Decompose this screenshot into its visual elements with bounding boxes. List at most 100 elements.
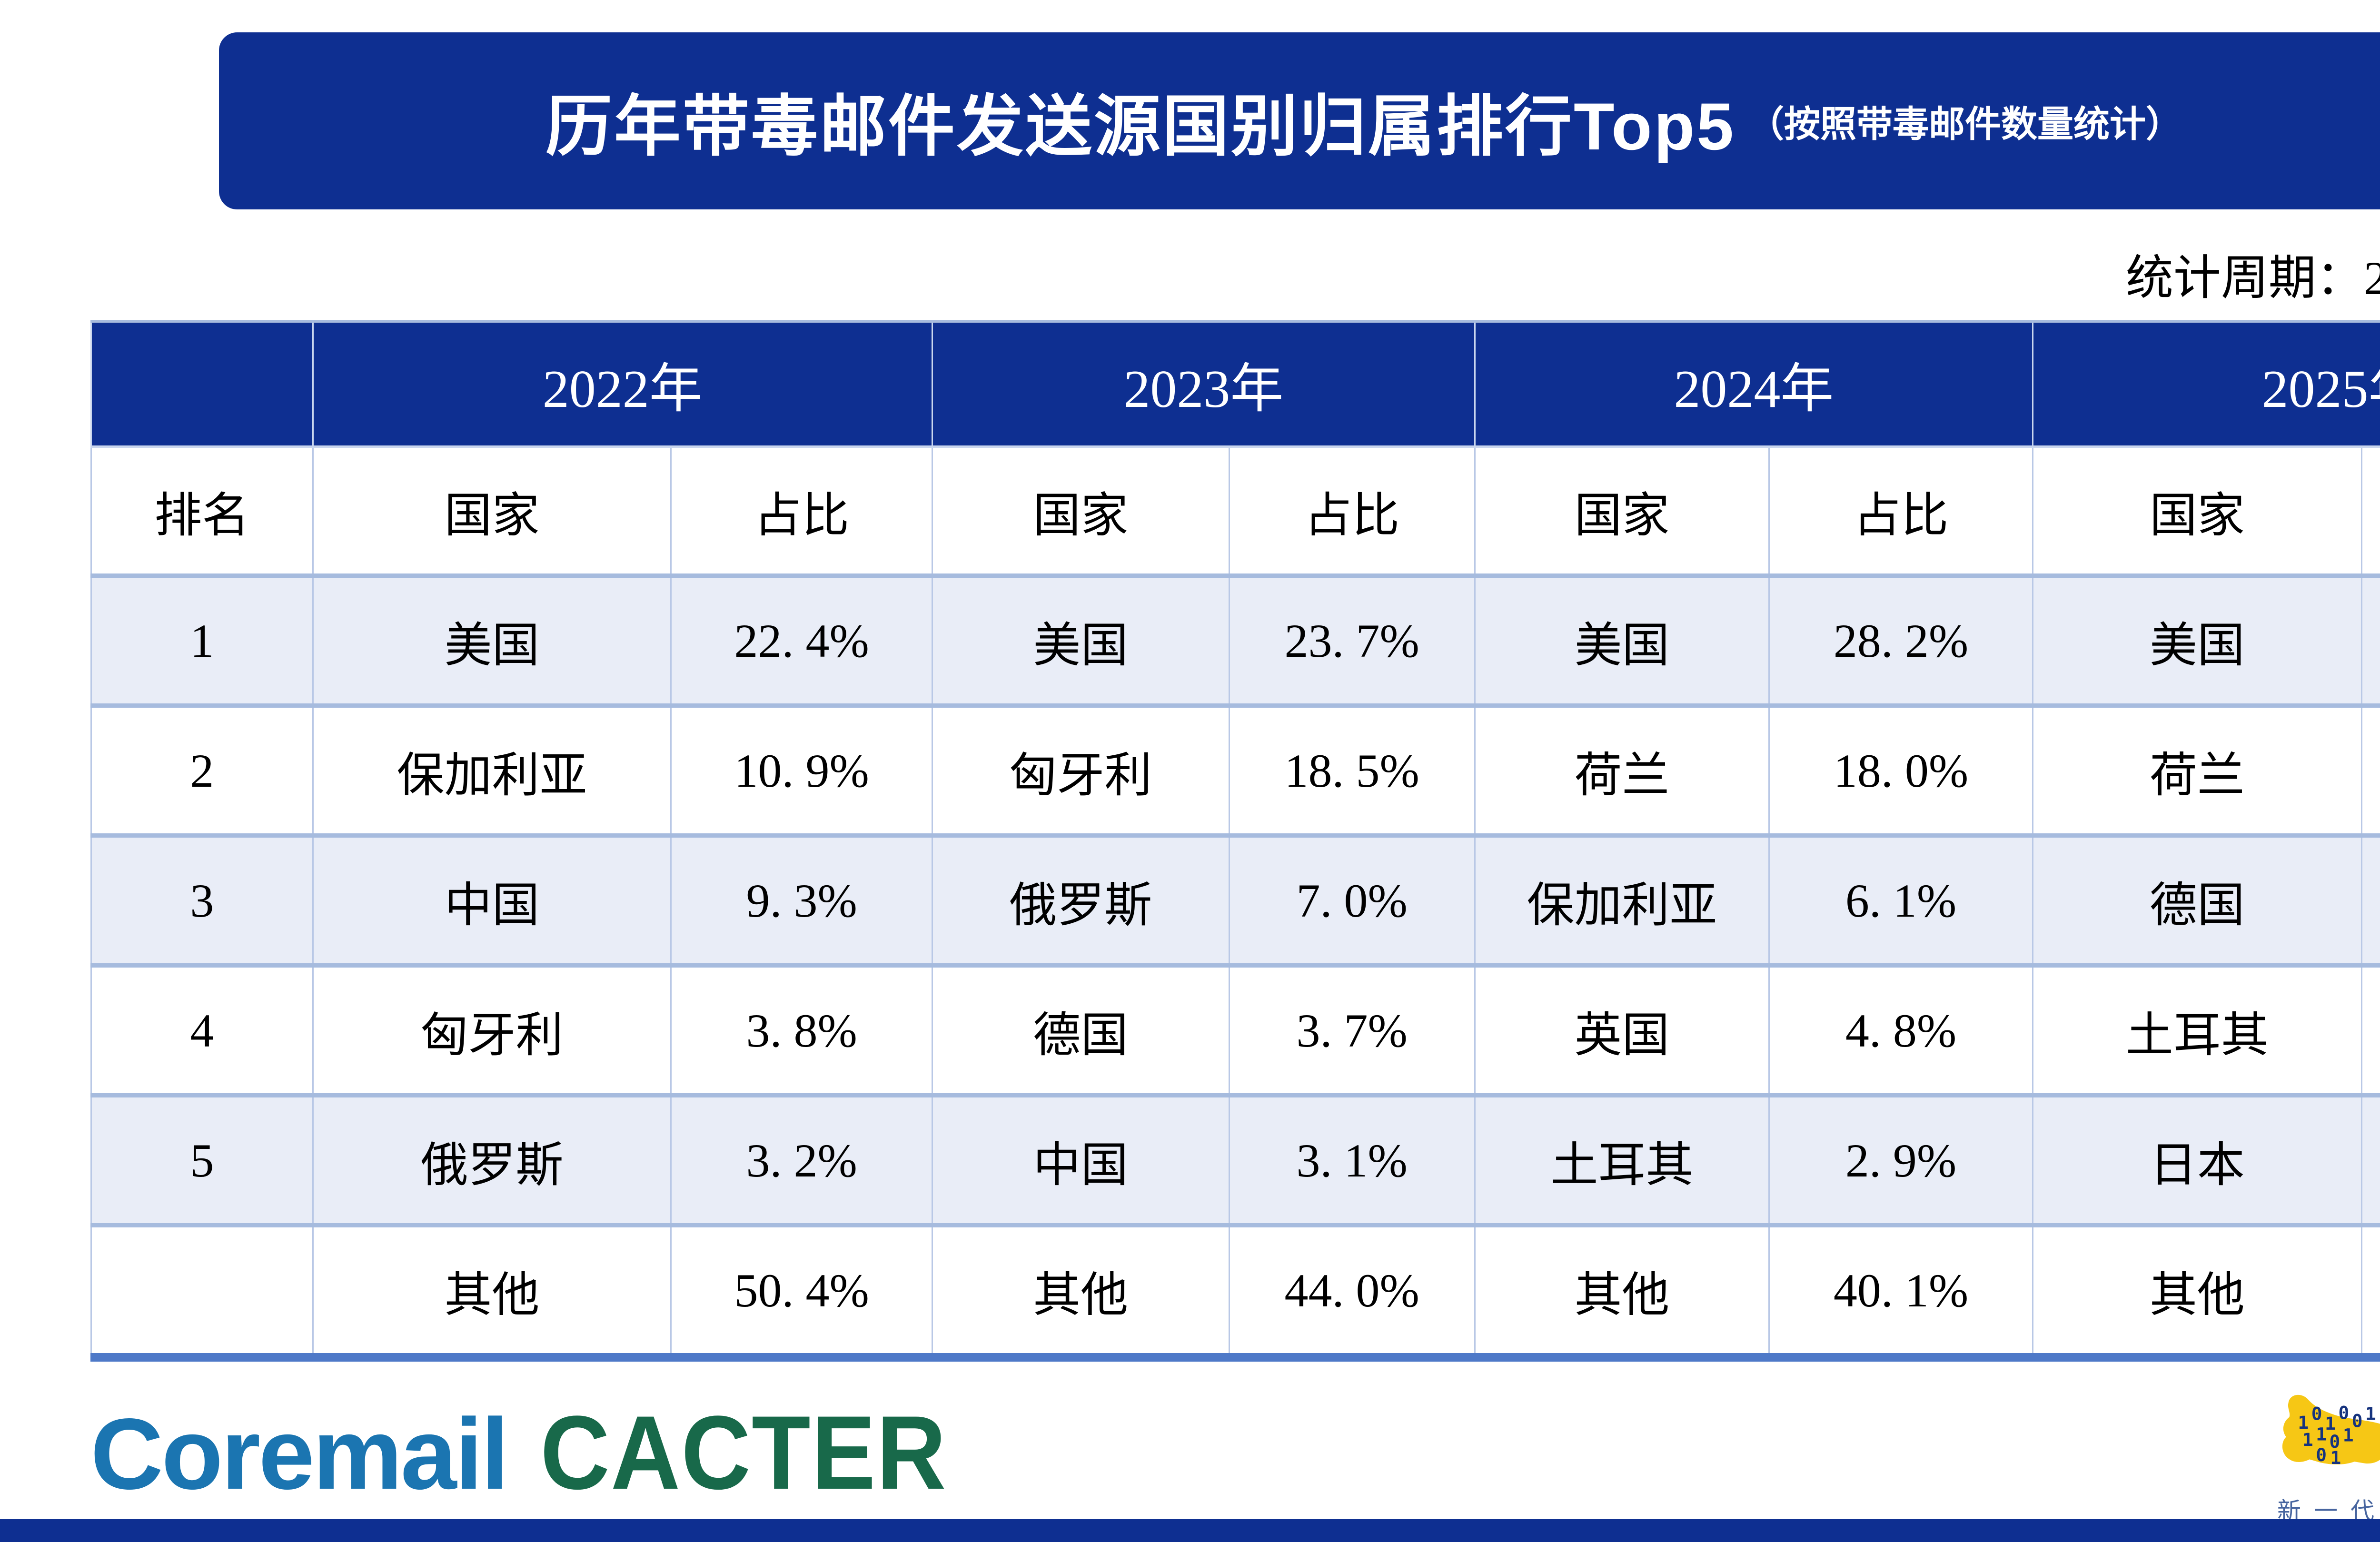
country-cell: 其他 bbox=[1474, 1225, 1770, 1357]
table-row-3: 3 中国 9. 3% 俄罗斯 7. 0% 保加利亚 6. 1% 德国 11. 1… bbox=[90, 835, 2380, 968]
binary-digit: 1 bbox=[2365, 1403, 2376, 1424]
country-cell: 匈牙利 bbox=[931, 705, 1230, 838]
country-column-header: 国家 bbox=[1474, 446, 1770, 578]
country-cell: 其他 bbox=[931, 1225, 1230, 1357]
rank-cell: 3 bbox=[90, 835, 314, 968]
share-cell: 23. 7% bbox=[1228, 575, 1476, 708]
rank-column-header: 排名 bbox=[90, 446, 314, 578]
binary-digit: 0 bbox=[2330, 1431, 2340, 1452]
share-cell: 11. 1% bbox=[2360, 835, 2380, 968]
country-cell: 德国 bbox=[2032, 835, 2362, 968]
country-cell: 中国 bbox=[931, 1095, 1230, 1227]
share-column-header: 占比 bbox=[670, 446, 933, 578]
share-cell: 3. 2% bbox=[670, 1095, 933, 1227]
year-header-2023: 2023年 bbox=[931, 321, 1476, 448]
share-cell: 10. 9% bbox=[670, 705, 933, 838]
year-header-2025: 2025年 bbox=[2032, 321, 2380, 448]
table-row-2: 2 保加利亚 10. 9% 匈牙利 18. 5% 荷兰 18. 0% 荷兰 13… bbox=[90, 705, 2380, 838]
country-column-header: 国家 bbox=[2032, 446, 2362, 578]
share-cell: 44. 0% bbox=[1228, 1225, 1476, 1357]
table-row-5: 5 俄罗斯 3. 2% 中国 3. 1% 土耳其 2. 9% 日本 5. 0% bbox=[90, 1095, 2380, 1227]
country-cell: 土耳其 bbox=[2032, 965, 2362, 1097]
share-cell: 22. 4% bbox=[670, 575, 933, 708]
country-cell: 其他 bbox=[312, 1225, 672, 1357]
share-cell: 2. 9% bbox=[1768, 1095, 2033, 1227]
share-cell: 7. 2% bbox=[2360, 965, 2380, 1097]
table-row-others: 其他 50. 4% 其他 44. 0% 其他 40. 1% 其他 38. 5% bbox=[90, 1225, 2380, 1357]
year-header-2022: 2022年 bbox=[312, 321, 933, 448]
binary-digit: 0 bbox=[2311, 1403, 2322, 1424]
binary-digit: 1 bbox=[2330, 1447, 2341, 1468]
coremail-wordmark: Coremail bbox=[90, 1397, 509, 1510]
share-cell: 28. 2% bbox=[1768, 575, 2033, 708]
share-cell: 13. 8% bbox=[2360, 705, 2380, 838]
binary-digit: 0 bbox=[2352, 1410, 2363, 1431]
country-cell: 保加利亚 bbox=[1474, 835, 1770, 968]
country-cell: 美国 bbox=[1474, 575, 1770, 708]
table-row-1: 1 美国 22. 4% 美国 23. 7% 美国 28. 2% 美国 24. 4… bbox=[90, 575, 2380, 708]
binary-digit: 1 bbox=[2316, 1423, 2327, 1444]
title-banner: 历年带毒邮件发送源国别归属排行Top5 （按照带毒邮件数量统计） bbox=[219, 32, 2380, 209]
country-cell: 美国 bbox=[931, 575, 1230, 708]
page-title: 历年带毒邮件发送源国别归属排行Top5 bbox=[545, 89, 1736, 164]
country-column-header: 国家 bbox=[931, 446, 1230, 578]
country-cell: 荷兰 bbox=[1474, 705, 1770, 838]
coremail-cacter-logo: Coremail CACTER bbox=[90, 1400, 982, 1505]
cacter-wordmark: CACTER bbox=[540, 1394, 947, 1511]
binary-digit: 1 bbox=[2343, 1424, 2354, 1445]
share-cell: 18. 0% bbox=[1768, 705, 2033, 838]
country-cell: 保加利亚 bbox=[312, 705, 672, 838]
binary-digit: 0 bbox=[2338, 1402, 2349, 1423]
qianxin-logo-top: 1 0 1 0 0 1 1 1 0 1 0 1 奇安信 bbox=[2277, 1378, 2380, 1482]
year-header-corner bbox=[90, 321, 314, 448]
country-cell: 俄罗斯 bbox=[931, 835, 1230, 968]
country-cell: 日本 bbox=[2032, 1095, 2362, 1227]
country-cell: 中国 bbox=[312, 835, 672, 968]
page-title-note: （按照带毒邮件数量统计） bbox=[1748, 104, 2182, 145]
share-cell: 38. 5% bbox=[2360, 1225, 2380, 1357]
column-header-row: 排名 国家 占比 国家 占比 国家 占比 国家 占比 bbox=[90, 446, 2380, 578]
share-column-header: 占比 bbox=[1228, 446, 1476, 578]
binary-digit: 0 bbox=[2316, 1444, 2327, 1465]
share-cell: 24. 4% bbox=[2360, 575, 2380, 708]
share-cell: 9. 3% bbox=[670, 835, 933, 968]
qianxin-logo: 1 0 1 0 0 1 1 1 0 1 0 1 奇安信 新一代网络安全领军者 bbox=[2277, 1378, 2380, 1526]
share-cell: 5. 0% bbox=[2360, 1095, 2380, 1227]
share-cell: 18. 5% bbox=[1228, 705, 1476, 838]
ranking-table: 2022年 2023年 2024年 2025年 排名 国家 占比 国家 占比 国… bbox=[90, 320, 2380, 1362]
share-cell: 50. 4% bbox=[670, 1225, 933, 1357]
bottom-bar bbox=[0, 1519, 2380, 1542]
share-cell: 4. 8% bbox=[1768, 965, 2033, 1097]
binary-digit: 1 bbox=[2325, 1413, 2336, 1434]
table-row-4: 4 匈牙利 3. 8% 德国 3. 7% 英国 4. 8% 土耳其 7. 2% bbox=[90, 965, 2380, 1097]
country-cell: 英国 bbox=[1474, 965, 1770, 1097]
country-cell: 德国 bbox=[931, 965, 1230, 1097]
country-cell: 匈牙利 bbox=[312, 965, 672, 1097]
share-column-header: 占比 bbox=[1768, 446, 2033, 578]
tiger-icon: 1 0 1 0 0 1 1 1 0 1 0 1 bbox=[2282, 1394, 2380, 1468]
year-header-row: 2022年 2023年 2024年 2025年 bbox=[90, 321, 2380, 448]
country-cell: 土耳其 bbox=[1474, 1095, 1770, 1227]
country-cell: 俄罗斯 bbox=[312, 1095, 672, 1227]
share-cell: 3. 7% bbox=[1228, 965, 1476, 1097]
rank-cell: 4 bbox=[90, 965, 314, 1097]
country-cell: 其他 bbox=[2032, 1225, 2362, 1357]
rank-cell bbox=[90, 1225, 314, 1357]
share-cell: 3. 1% bbox=[1228, 1095, 1476, 1227]
share-cell: 3. 8% bbox=[670, 965, 933, 1097]
country-cell: 荷兰 bbox=[2032, 705, 2362, 838]
share-cell: 7. 0% bbox=[1228, 835, 1476, 968]
country-cell: 美国 bbox=[312, 575, 672, 708]
share-cell: 6. 1% bbox=[1768, 835, 2033, 968]
rank-cell: 2 bbox=[90, 705, 314, 838]
country-column-header: 国家 bbox=[312, 446, 672, 578]
rank-cell: 5 bbox=[90, 1095, 314, 1227]
stats-period: 统计周期：2025年1~12月 bbox=[2125, 252, 2380, 305]
share-column-header: 占比 bbox=[2360, 446, 2380, 578]
year-header-2024: 2024年 bbox=[1474, 321, 2033, 448]
binary-digit: 1 bbox=[2302, 1429, 2313, 1450]
share-cell: 40. 1% bbox=[1768, 1225, 2033, 1357]
country-cell: 美国 bbox=[2032, 575, 2362, 708]
binary-digit: 1 bbox=[2298, 1412, 2309, 1433]
